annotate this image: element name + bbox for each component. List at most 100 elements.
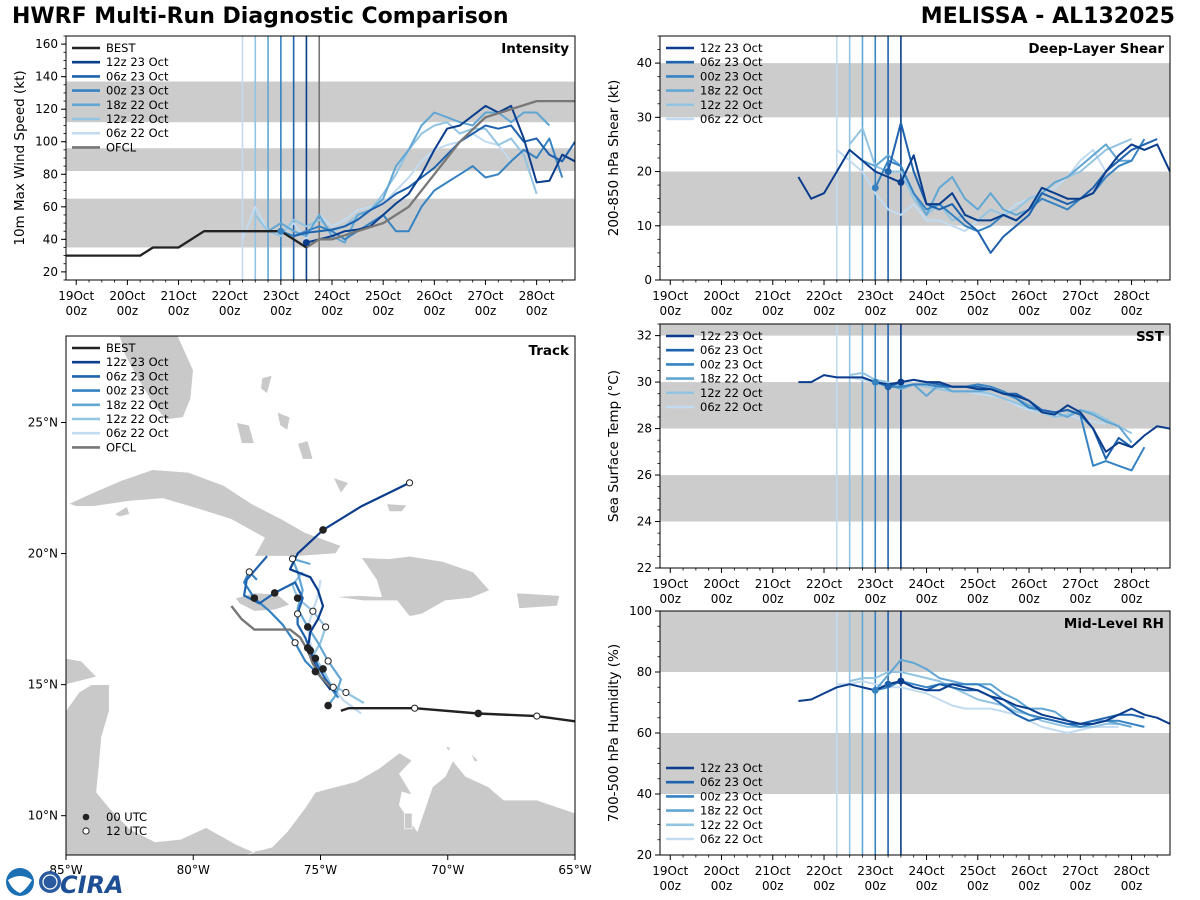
- intensity-legend-label: 18z 22 Oct: [106, 98, 169, 112]
- sst-ytick-label: 26: [637, 468, 652, 482]
- sst-legend-label: 12z 22 Oct: [700, 386, 763, 400]
- rh-ytick-label: 40: [637, 787, 652, 801]
- intensity-ytick-label: 140: [35, 70, 58, 84]
- rh-legend-label: 00z 23 Oct: [700, 789, 763, 803]
- intensity-ytick-label: 80: [43, 167, 58, 181]
- sst-xtick-label-hour: 00z: [864, 592, 886, 606]
- shear-legend-label: 00z 23 Oct: [700, 69, 763, 83]
- shear-title: Deep-Layer Shear: [1028, 41, 1164, 57]
- rh-xtick-label: 27Oct: [1062, 864, 1098, 878]
- shear-xtick-label-hour: 00z: [1070, 304, 1092, 318]
- track-marker-12utc: [533, 712, 541, 720]
- rh-legend-label: 12z 23 Oct: [700, 761, 763, 775]
- track-lat-label: 25°N: [28, 416, 58, 430]
- rh-xtick-label-hour: 00z: [967, 879, 989, 893]
- intensity-xtick-label: 26Oct: [416, 289, 452, 303]
- rh-xtick-label-hour: 00z: [813, 879, 835, 893]
- rh-legend-label: 18z 22 Oct: [700, 804, 763, 818]
- shear-xtick-label-hour: 00z: [762, 304, 784, 318]
- track-panel: 10°N 15°N 20°N 25°N 85°W 80°W 75°W 70°W 65°W Trac…: [28, 335, 592, 877]
- sst-ylabel: Sea Surface Temp (°C): [606, 370, 622, 522]
- land-guajira-lake: [404, 812, 413, 830]
- sst-band-0: [660, 475, 1170, 522]
- track-lon-label: 80°W: [177, 863, 210, 877]
- shear-ytick-label: 40: [637, 56, 652, 70]
- land-bahamas-1: [260, 374, 273, 395]
- sst-xtick-label-hour: 00z: [967, 592, 989, 606]
- track-marker-00utc: [270, 589, 279, 597]
- track-marker-12utc: [405, 479, 414, 487]
- sst-xtick-label-hour: 00z: [1070, 592, 1092, 606]
- track-legend-label: 18z 22 Oct: [106, 398, 169, 412]
- intensity-ytick-label: 20: [43, 265, 58, 279]
- shear-ytick-label: 20: [637, 165, 652, 179]
- track-marker-00utc: [319, 665, 327, 673]
- shear-legend-label: 06z 22 Oct: [700, 112, 763, 126]
- rh-legend-label: 06z 23 Oct: [700, 775, 763, 789]
- sst-xtick-label: 27Oct: [1062, 577, 1098, 591]
- sst-xtick-label-hour: 00z: [1121, 592, 1143, 606]
- shear-xtick-label: 19Oct: [652, 289, 688, 303]
- track-marker-00utc: [311, 667, 320, 676]
- land-bahamas-andros: [236, 422, 255, 444]
- sst-series-12z-23-oct: [798, 374, 1170, 453]
- sst-xtick-label: 23Oct: [857, 577, 893, 591]
- track-map-area: [66, 336, 575, 855]
- rh-xtick-label: 25Oct: [960, 864, 996, 878]
- rh-band-0: [660, 733, 1170, 794]
- intensity-legend-label: 12z 23 Oct: [106, 55, 169, 69]
- rh-xtick-label: 19Oct: [652, 864, 688, 878]
- land-hispaniola: [334, 555, 491, 617]
- land-florida: [66, 336, 194, 421]
- shear-legend-label: 06z 23 Oct: [700, 55, 763, 69]
- intensity-series-12z-23-oct: [306, 104, 575, 244]
- rh-xtick-label: 26Oct: [1011, 864, 1047, 878]
- shear-xtick-label: 21Oct: [755, 289, 791, 303]
- sst-init-marker-00z-23-oct: [871, 378, 879, 386]
- track-legend-label: 12z 22 Oct: [106, 412, 169, 426]
- shear-xtick-label-hour: 00z: [967, 304, 989, 318]
- rh-init-marker-12z-23-oct: [897, 677, 905, 685]
- intensity-panel: 2040608010012014016019Oct00z20Oct00z21Oc…: [12, 35, 576, 318]
- intensity-xtick-label-hour: 00z: [475, 304, 497, 318]
- rh-init-marker-00z-23-oct: [871, 686, 879, 694]
- intensity-xtick-label-hour: 00z: [424, 304, 446, 318]
- rh-xtick-label-hour: 00z: [1018, 879, 1040, 893]
- track-legend-label: 12z 23 Oct: [106, 355, 169, 369]
- track-marker-12utc: [288, 555, 297, 563]
- track-lon-label: 65°W: [558, 863, 591, 877]
- cira-logo-globe: [39, 871, 61, 893]
- rh-xtick-label: 22Oct: [806, 864, 842, 878]
- rh-xtick-label-hour: 00z: [711, 879, 733, 893]
- shear-xtick-label: 26Oct: [1011, 289, 1047, 303]
- track-lat-label: 10°N: [28, 809, 58, 823]
- rh-legend-label: 06z 22 Oct: [700, 832, 763, 846]
- intensity-xtick-label: 25Oct: [365, 289, 401, 303]
- shear-xtick-label-hour: 00z: [659, 304, 681, 318]
- track-title: Track: [529, 343, 570, 359]
- rh-xtick-label: 23Oct: [857, 864, 893, 878]
- sst-xtick-label-hour: 00z: [711, 592, 733, 606]
- rh-panel: 2040608010019Oct00z20Oct00z21Oct00z22Oct…: [606, 604, 1171, 893]
- sst-xtick-label: 28Oct: [1114, 577, 1150, 591]
- intensity-xtick-label: 21Oct: [161, 289, 197, 303]
- track-legend-label: OFCL: [106, 440, 137, 454]
- sst-xtick-label-hour: 00z: [1018, 592, 1040, 606]
- shear-xtick-label: 20Oct: [703, 289, 739, 303]
- rh-xtick-label: 21Oct: [755, 864, 791, 878]
- intensity-xtick-label-hour: 00z: [270, 304, 292, 318]
- rh-xtick-label-hour: 00z: [1121, 879, 1143, 893]
- rh-ytick-label: 80: [637, 665, 652, 679]
- rh-xtick-label: 24Oct: [909, 864, 945, 878]
- intensity-legend-label: 00z 23 Oct: [106, 84, 169, 98]
- rh-title: Mid-Level RH: [1064, 616, 1164, 632]
- shear-xtick-label: 27Oct: [1062, 289, 1098, 303]
- shear-xtick-label-hour: 00z: [813, 304, 835, 318]
- track-lon-label: 75°W: [304, 863, 337, 877]
- sst-ytick-label: 30: [637, 375, 652, 389]
- land-turks: [386, 503, 408, 512]
- shear-ytick-label: 10: [637, 219, 652, 233]
- sst-xtick-label: 24Oct: [909, 577, 945, 591]
- track-legend-label: 00z 23 Oct: [106, 384, 169, 398]
- track-legend-label: 06z 23 Oct: [106, 369, 169, 383]
